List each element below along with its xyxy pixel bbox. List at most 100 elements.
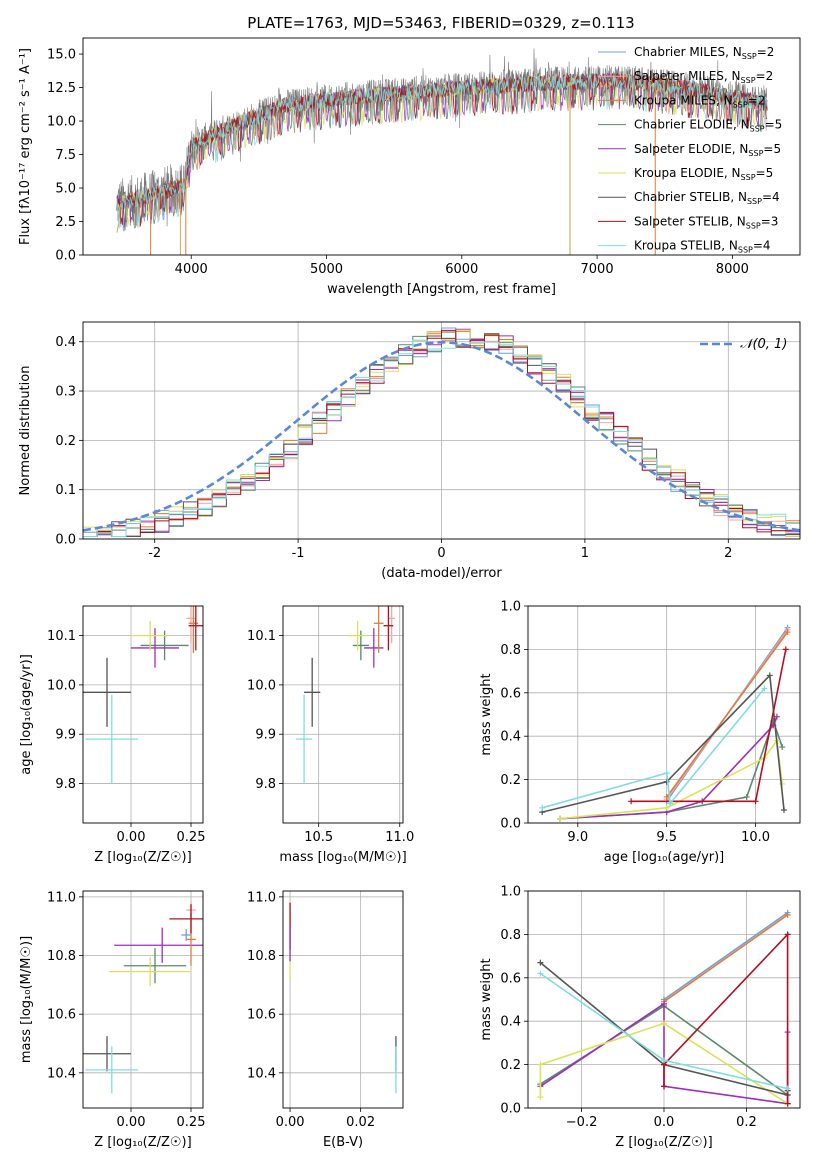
y-axis-label: mass weight — [479, 673, 494, 755]
weight-point-marker — [784, 911, 791, 918]
weight-point-marker — [743, 793, 750, 800]
weight-point-marker — [761, 685, 768, 692]
y-tick-label: 2.5 — [55, 215, 76, 230]
axes-frame — [527, 605, 801, 824]
legend-label-suffix: =5 — [756, 166, 774, 180]
y-tick-label: 0.8 — [500, 928, 521, 943]
weight-point-marker — [661, 1020, 667, 1027]
residual-histogram — [83, 339, 800, 537]
y-tick-label: 0.2 — [500, 773, 521, 788]
legend-entry-label: Salpeter STELIB, NSSP=3 — [634, 214, 778, 230]
y-tick-label: 5.0 — [55, 182, 76, 197]
panel-spectrum: 4000 5000 6000 7000 8000 0.0 2.5 5.0 7.5 10.0 12.5… — [18, 37, 801, 297]
weight-series-line — [663, 932, 789, 1104]
x-axis-label: (data-model)/error — [381, 566, 502, 581]
weight-point-marker — [537, 970, 544, 977]
y-tick-label: 11.0 — [47, 890, 76, 905]
weight-point-marker — [663, 804, 670, 811]
y-tick-label: 9.8 — [255, 777, 276, 792]
weight-point-marker — [752, 798, 759, 805]
legend-label-subscript: SSP — [733, 100, 748, 109]
plot-area — [537, 909, 791, 1107]
plot-area — [289, 902, 397, 1094]
model-spectrum-line — [116, 72, 768, 227]
weight-point-marker — [784, 1100, 791, 1107]
axes-frame — [82, 37, 801, 256]
y-tick-label: 0.4 — [55, 335, 76, 350]
weight-point-marker — [766, 672, 773, 679]
y-tick-label: 0.0 — [55, 249, 76, 264]
y-tick-label: 10.0 — [247, 678, 276, 693]
weight-point-marker — [667, 800, 674, 807]
y-tick-label: 10.1 — [47, 629, 76, 644]
plot-area — [83, 327, 800, 537]
plot-area — [83, 606, 203, 784]
legend-label-text: Kroupa STELIB, N — [634, 239, 738, 253]
legend-entry-label: Kroupa STELIB, NSSP=4 — [634, 239, 771, 255]
weight-series-line — [539, 1022, 789, 1105]
x-tick-label: 0.25 — [177, 830, 206, 845]
weight-point-marker — [661, 1083, 667, 1090]
legend-label-suffix: =4 — [762, 190, 780, 204]
legend-label-subscript: SSP — [746, 221, 761, 230]
x-tick-label: -1 — [292, 546, 305, 561]
plot-area — [295, 606, 395, 784]
x-tick-label: 11.0 — [385, 830, 414, 845]
weight-point-marker — [557, 815, 563, 822]
y-tick-label: 11.0 — [247, 890, 276, 905]
x-tick-label: 9.5 — [656, 830, 677, 845]
x-tick-label: 0.02 — [346, 1115, 375, 1130]
weight-series-line — [631, 649, 787, 803]
weight-point-marker — [784, 629, 791, 636]
y-tick-label: 10.1 — [247, 629, 276, 644]
legend-label-suffix: =5 — [765, 118, 783, 132]
y-axis-label: Flux [fλ10⁻¹⁷ erg cm⁻² s⁻¹ A⁻¹] — [18, 48, 33, 245]
x-tick-label: 0.00 — [117, 830, 146, 845]
legend-entry-label: Kroupa ELODIE, NSSP=5 — [634, 166, 773, 182]
legend-label-text: Kroupa MILES, N — [634, 93, 733, 107]
x-tick-label: 5000 — [310, 262, 343, 277]
legend-label-subscript: SSP — [747, 197, 762, 206]
legend-label-text: Chabrier ELODIE, N — [634, 118, 750, 132]
x-tick-label: 0.2 — [736, 1115, 757, 1130]
residual-histogram — [83, 329, 800, 537]
y-tick-label: 0.2 — [500, 1058, 521, 1073]
y-tick-label: 0.6 — [500, 686, 521, 701]
legend-label-subscript: SSP — [748, 149, 763, 158]
x-tick-label: 0 — [437, 546, 445, 561]
x-tick-label: 4000 — [175, 262, 208, 277]
x-tick-label: 0.0 — [654, 1115, 675, 1130]
legend-entry-label: Salpeter ELODIE, NSSP=5 — [634, 142, 781, 158]
y-tick-label: 1.0 — [500, 600, 521, 615]
legend-label-subscript: SSP — [750, 125, 765, 134]
weight-point-marker — [779, 744, 786, 751]
y-tick-label: 9.8 — [55, 777, 76, 792]
x-axis-label: Z [log₁₀(Z/Z☉)] — [94, 850, 191, 865]
legend-label-text: Chabrier MILES, N — [634, 45, 742, 59]
panel-z-age: 0.00 0.25 9.8 9.9 10.0 10.1 Z [log₁₀(Z/Z☉)] age… — [19, 605, 206, 865]
figure-title: PLATE=1763, MJD=53463, FIBERID=0329, z=0… — [247, 14, 634, 32]
weight-point-marker — [781, 806, 787, 813]
weight-point-marker — [661, 1057, 667, 1064]
y-tick-label: 9.9 — [55, 728, 76, 743]
legend-entry-label: Salpeter MILES, NSSP=2 — [634, 69, 773, 85]
x-tick-label: 0.00 — [117, 1115, 146, 1130]
y-tick-label: 0.4 — [500, 1015, 521, 1030]
x-tick-label: 10.5 — [304, 830, 333, 845]
x-axis-label: E(B-V) — [323, 1135, 363, 1150]
legend-label-text: Salpeter MILES, N — [634, 69, 741, 83]
y-tick-label: 10.4 — [47, 1066, 76, 1081]
legend-entry-label: Chabrier MILES, NSSP=2 — [634, 45, 774, 61]
legend-label-suffix: =4 — [753, 239, 771, 253]
legend-label-suffix: =3 — [761, 214, 779, 228]
legend-label-suffix: =2 — [757, 45, 775, 59]
y-tick-label: 10.6 — [247, 1008, 276, 1023]
legend-label-suffix: =2 — [756, 69, 774, 83]
weight-point-marker — [661, 1000, 667, 1007]
y-tick-label: 7.5 — [55, 148, 76, 163]
panel-mass-age: 10.5 11.0 9.8 9.9 10.0 10.1 mass [log₁₀(M/M☉)] — [247, 605, 414, 865]
weight-series-line — [666, 631, 789, 798]
y-tick-label: 0.4 — [500, 730, 521, 745]
